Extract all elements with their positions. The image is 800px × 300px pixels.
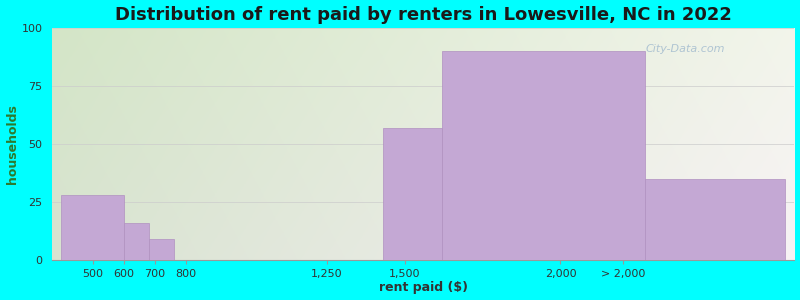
Title: Distribution of rent paid by renters in Lowesville, NC in 2022: Distribution of rent paid by renters in …	[115, 6, 732, 24]
Bar	[645, 178, 785, 260]
X-axis label: rent paid ($): rent paid ($)	[378, 281, 468, 294]
Bar	[124, 223, 149, 260]
Bar	[382, 128, 442, 260]
Y-axis label: households: households	[6, 104, 18, 184]
Bar	[149, 239, 174, 260]
Text: City-Data.com: City-Data.com	[646, 44, 726, 54]
Bar	[442, 51, 645, 260]
Bar	[62, 195, 124, 260]
